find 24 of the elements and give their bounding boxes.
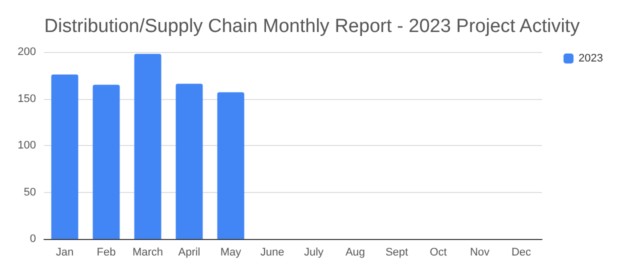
bar (51, 74, 78, 239)
x-tick-label: Oct (430, 246, 447, 258)
legend-label: 2023 (578, 52, 604, 64)
x-tick-label: Jan (56, 246, 74, 258)
y-tick-label: 0 (30, 233, 36, 245)
x-tick-label: Dec (511, 246, 532, 258)
bar (176, 84, 203, 239)
x-tick-label: April (178, 246, 200, 258)
y-tick-label: 200 (18, 46, 36, 58)
chart-title: Distribution/Supply Chain Monthly Report - 2023 Project Activity (44, 16, 580, 37)
bar (134, 54, 162, 239)
y-tick-label: 50 (24, 186, 36, 198)
x-tick-label: May (220, 246, 242, 258)
y-tick-label: 150 (18, 92, 36, 105)
x-tick-label: Feb (96, 246, 116, 258)
x-tick-label: Aug (345, 246, 366, 258)
y-tick-label: 100 (18, 140, 36, 152)
bar (217, 92, 244, 239)
x-tick-label: March (132, 246, 164, 258)
x-tick-label: Nov (470, 246, 490, 258)
x-tick-label: July (304, 246, 324, 258)
x-tick-label: Sept (385, 246, 408, 258)
x-tick-label: June (260, 246, 284, 258)
bar (92, 84, 120, 239)
